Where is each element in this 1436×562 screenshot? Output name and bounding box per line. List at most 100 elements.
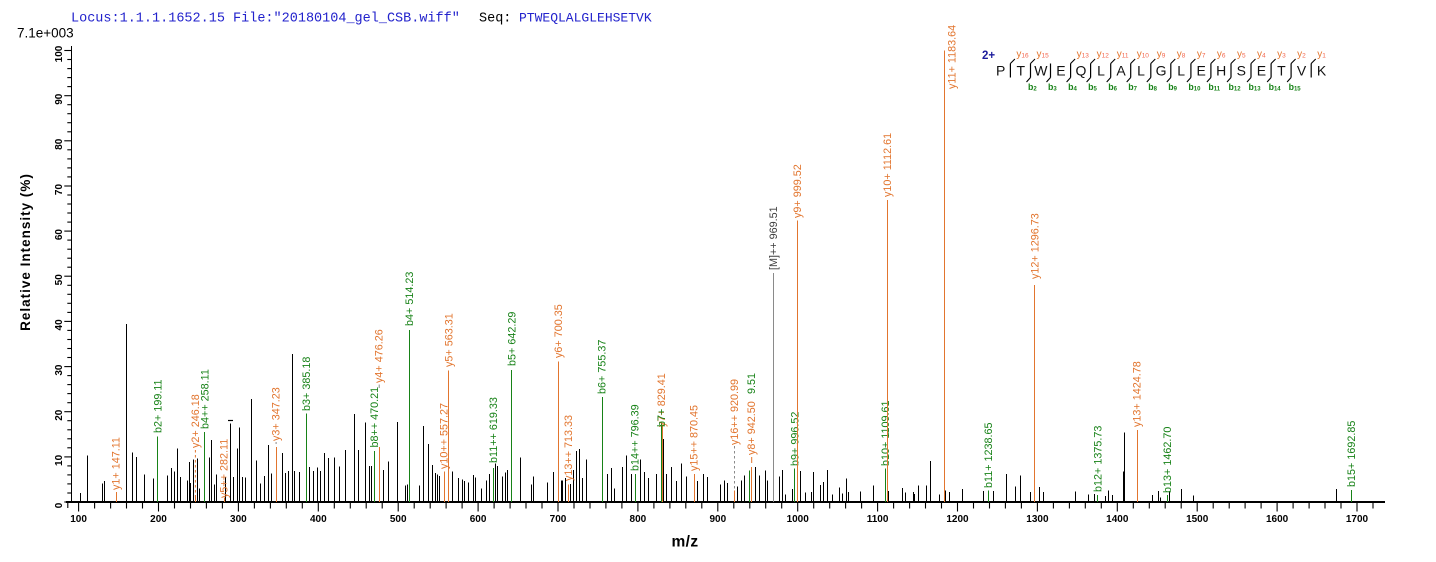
svg-text:1000: 1000: [787, 514, 810, 525]
svg-text:y7+ 829.41: y7+ 829.41: [656, 373, 668, 427]
svg-text:Q: Q: [1075, 63, 1086, 79]
svg-text:y3+ 347.23: y3+ 347.23: [271, 387, 283, 441]
svg-text:90: 90: [54, 93, 65, 105]
svg-text:y13: y13: [1077, 49, 1090, 60]
svg-text:y12+ 1296.73: y12+ 1296.73: [1029, 213, 1041, 279]
svg-text:H: H: [1216, 63, 1226, 79]
svg-text:K: K: [1317, 63, 1327, 79]
svg-text:100: 100: [54, 45, 65, 62]
svg-text:y9+ 999.52: y9+ 999.52: [792, 164, 804, 218]
svg-text:E: E: [1257, 63, 1266, 79]
svg-text:y5++ 282.11: y5++ 282.11: [219, 439, 231, 498]
svg-text:y10+ 1112.61: y10+ 1112.61: [882, 133, 894, 197]
svg-text:E: E: [1056, 63, 1065, 79]
svg-text:b11++ 619.33: b11++ 619.33: [488, 397, 500, 463]
svg-text:b12: b12: [1229, 82, 1242, 93]
svg-text:y6+ 700.35: y6+ 700.35: [553, 304, 565, 358]
svg-text:Relative Intensity (%): Relative Intensity (%): [18, 173, 33, 331]
svg-text:y13+ 1424.78: y13+ 1424.78: [1132, 361, 1144, 427]
svg-text:y1: y1: [1317, 49, 1326, 60]
svg-text:y15++ 870.45: y15++ 870.45: [689, 405, 701, 471]
svg-text:y12: y12: [1097, 49, 1110, 60]
svg-text:y16: y16: [1016, 49, 1029, 60]
svg-text:500: 500: [390, 514, 407, 525]
svg-text:b3+ 385.18: b3+ 385.18: [301, 357, 313, 411]
svg-text:b15+ 1692.85: b15+ 1692.85: [1346, 421, 1358, 487]
svg-text:y10: y10: [1137, 49, 1150, 60]
svg-text:b10+ 1109.61: b10+ 1109.61: [880, 400, 892, 466]
svg-text:Seq:: Seq:: [479, 12, 511, 27]
svg-text:1200: 1200: [946, 514, 969, 525]
svg-text:y15: y15: [1037, 49, 1050, 60]
svg-text:800: 800: [630, 514, 647, 525]
svg-text:30: 30: [54, 364, 65, 376]
svg-text:b6+ 755.37: b6+ 755.37: [597, 340, 609, 394]
svg-text:b7+: b7+: [656, 409, 668, 427]
svg-text:m/z: m/z: [671, 534, 698, 551]
svg-text:P: P: [996, 63, 1005, 79]
svg-text:PTWEQLALGLEHSETVK: PTWEQLALGLEHSETVK: [519, 11, 652, 26]
svg-text:y5: y5: [1237, 49, 1246, 60]
svg-text:b5+ 642.29: b5+ 642.29: [506, 312, 518, 366]
svg-text:40: 40: [54, 319, 65, 331]
svg-text:2+: 2+: [982, 50, 995, 62]
svg-text:b4: b4: [1068, 82, 1077, 93]
svg-text:b13: b13: [1249, 82, 1262, 93]
svg-text:600: 600: [470, 514, 487, 525]
svg-text:1700: 1700: [1346, 514, 1369, 525]
svg-text:V: V: [1297, 63, 1307, 79]
svg-text:y13++ 713.33: y13++ 713.33: [563, 415, 575, 481]
svg-text:y4+ 476.26: y4+ 476.26: [374, 329, 386, 383]
svg-text:100: 100: [70, 514, 87, 525]
svg-text:700: 700: [550, 514, 567, 525]
svg-text:y7: y7: [1197, 49, 1206, 60]
svg-text:b9+ 996.52: b9+ 996.52: [789, 412, 801, 466]
svg-text:y4: y4: [1257, 49, 1266, 60]
svg-text:y9: y9: [1157, 49, 1166, 60]
svg-text:y16++ 920.99: y16++ 920.99: [729, 379, 741, 445]
svg-text:70: 70: [54, 184, 65, 196]
svg-text:y3: y3: [1277, 49, 1286, 60]
svg-text:b14++ 796.39: b14++ 796.39: [630, 404, 642, 471]
svg-text:b2: b2: [1028, 82, 1037, 93]
svg-text:y2: y2: [1297, 49, 1306, 60]
svg-text:b6: b6: [1108, 82, 1117, 93]
svg-text:b3: b3: [1048, 82, 1057, 93]
svg-text:1100: 1100: [867, 514, 889, 525]
svg-text:G: G: [1156, 63, 1167, 79]
svg-text:T: T: [1017, 63, 1026, 79]
svg-text:y8+ 942.50: y8+ 942.50: [746, 401, 758, 455]
svg-text:1300: 1300: [1026, 514, 1049, 525]
svg-text:y11: y11: [1117, 49, 1129, 60]
svg-text:L: L: [1177, 63, 1185, 79]
svg-text:b4+ 514.23: b4+ 514.23: [404, 272, 416, 326]
svg-text:y6: y6: [1217, 49, 1226, 60]
svg-text:50: 50: [54, 274, 65, 286]
svg-text:1400: 1400: [1106, 514, 1129, 525]
svg-text:b11: b11: [1208, 82, 1220, 93]
svg-text:L: L: [1137, 63, 1145, 79]
svg-text:b11+ 1238.65: b11+ 1238.65: [983, 422, 995, 488]
svg-text:80: 80: [54, 138, 65, 150]
svg-text:b8: b8: [1148, 82, 1157, 93]
svg-text:300: 300: [230, 514, 247, 525]
svg-text:20: 20: [54, 409, 65, 421]
svg-text:b4++ 258.11: b4++ 258.11: [199, 369, 211, 429]
svg-text:E: E: [1197, 63, 1206, 79]
svg-text:b9: b9: [1168, 82, 1177, 93]
svg-text:b2+ 199.11: b2+ 199.11: [152, 379, 164, 433]
svg-text:200: 200: [150, 514, 167, 525]
svg-text:b13+ 1462.70: b13+ 1462.70: [1162, 427, 1174, 493]
svg-text:1600: 1600: [1266, 514, 1289, 525]
svg-text:A: A: [1116, 63, 1126, 79]
svg-text:b10: b10: [1188, 82, 1201, 93]
svg-text:L: L: [1097, 63, 1105, 79]
svg-text:Locus:1.1.1.1652.15 File:"2018: Locus:1.1.1.1652.15 File:"20180104_gel_C…: [71, 12, 460, 27]
svg-text:b15: b15: [1289, 82, 1302, 93]
svg-text:0: 0: [54, 502, 65, 508]
svg-text:b7: b7: [1128, 82, 1137, 93]
svg-text:60: 60: [54, 229, 65, 241]
svg-text:[M]++ 969.51: [M]++ 969.51: [768, 206, 780, 270]
svg-text:y11+ 1183.64: y11+ 1183.64: [947, 25, 959, 89]
svg-text:y2+ 246.18: y2+ 246.18: [190, 394, 202, 448]
